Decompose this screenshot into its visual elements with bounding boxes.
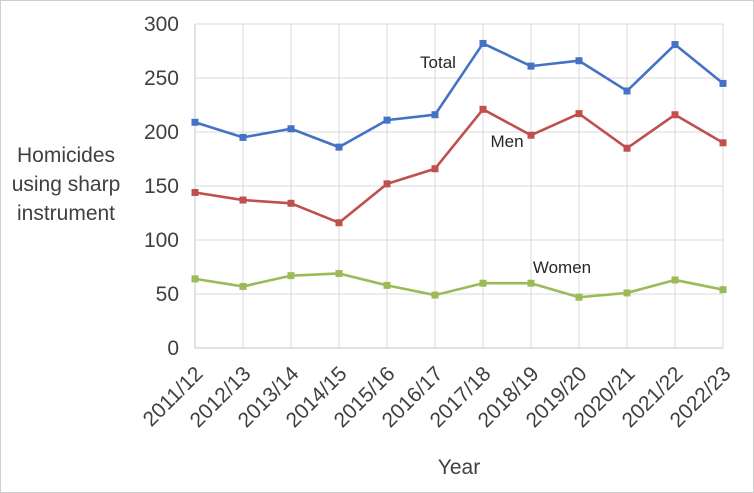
series-marker-women [479, 279, 487, 287]
series-marker-women [191, 275, 199, 283]
series-label-men: Men [490, 132, 523, 151]
series-line-men [194, 108, 724, 225]
series-marker-total [575, 57, 583, 65]
y-axis-tick-label: 200 [144, 121, 179, 144]
y-axis-tick-label: 250 [144, 67, 179, 90]
x-axis-title: Year [438, 456, 480, 479]
series-marker-men [719, 139, 727, 147]
series-marker-women [527, 279, 535, 287]
series-marker-men [671, 111, 679, 119]
series-marker-total [335, 143, 343, 151]
series-line-women [194, 272, 724, 299]
series-label-total: Total [420, 53, 456, 72]
series-marker-total [383, 116, 391, 124]
series-marker-total [671, 41, 679, 49]
series-line-total [194, 42, 724, 149]
series-marker-total [527, 62, 535, 70]
y-axis-tick-label: 50 [156, 283, 179, 306]
series-marker-men [479, 105, 487, 113]
series-marker-women [575, 293, 583, 301]
series-marker-women [623, 289, 631, 297]
series-marker-men [575, 110, 583, 118]
series-marker-total [719, 79, 727, 87]
series-marker-men [623, 144, 631, 152]
series-marker-women [287, 272, 295, 280]
series-marker-women [431, 291, 439, 299]
series-marker-men [383, 180, 391, 188]
y-axis-title-line: instrument [17, 202, 115, 225]
series-marker-women [239, 282, 247, 290]
series-marker-men [527, 131, 535, 139]
series-marker-total [623, 87, 631, 95]
series-label-women: Women [533, 258, 591, 277]
series-marker-total [239, 133, 247, 141]
y-axis-tick-label: 150 [144, 175, 179, 198]
y-axis-title-line: using sharp [12, 173, 121, 196]
y-axis-tick-label: 300 [144, 13, 179, 36]
y-axis-title-line: Homicides [17, 144, 115, 167]
series-marker-women [719, 286, 727, 294]
series-marker-women [335, 269, 343, 277]
series-marker-total [191, 118, 199, 126]
series-marker-men [191, 188, 199, 196]
y-axis-tick-label: 0 [167, 337, 179, 360]
series-marker-men [239, 196, 247, 204]
y-axis-tick-label: 100 [144, 229, 179, 252]
series-marker-women [671, 276, 679, 284]
series-marker-women [383, 281, 391, 289]
series-marker-men [431, 165, 439, 173]
series-marker-total [479, 39, 487, 47]
series-marker-men [287, 199, 295, 207]
series-marker-men [335, 219, 343, 227]
series-marker-total [431, 111, 439, 119]
series-marker-total [287, 125, 295, 133]
